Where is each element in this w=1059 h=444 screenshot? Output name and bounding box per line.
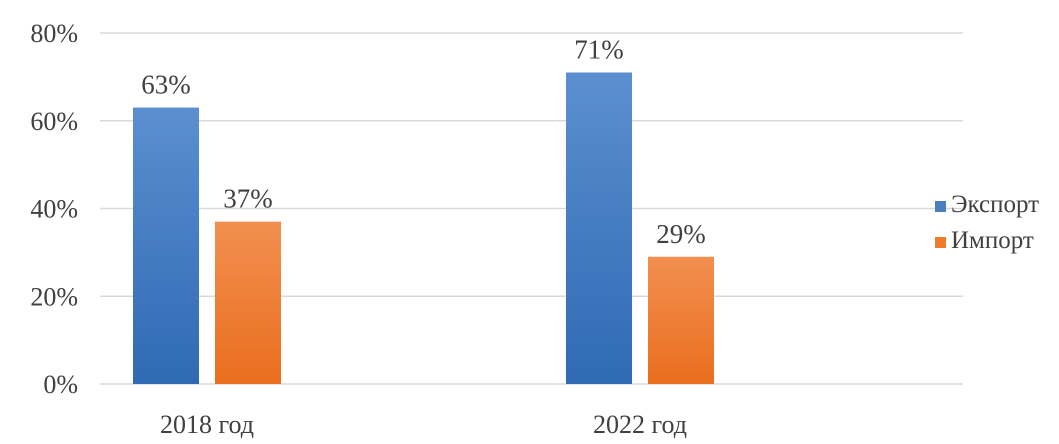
data-label: 37% [223, 184, 273, 214]
x-category-label: 2018 год [160, 410, 254, 439]
legend-label: Импорт [951, 227, 1034, 254]
y-tick-label: 20% [30, 282, 78, 311]
bar-import [648, 256, 714, 384]
legend-swatch [935, 201, 946, 212]
data-label: 29% [656, 219, 706, 249]
y-tick-label: 40% [30, 195, 78, 224]
bar-export [133, 107, 199, 385]
legend: Экспорт Импорт [935, 191, 1039, 254]
bar-export [566, 72, 632, 385]
legend-label: Экспорт [951, 191, 1039, 218]
x-category-label: 2022 год [593, 410, 687, 439]
bar-import [215, 221, 281, 384]
legend-swatch [935, 237, 946, 248]
x-axis-categories: 2018 год 2022 год [160, 410, 687, 439]
data-label: 71% [574, 34, 624, 64]
y-tick-label: 80% [30, 19, 78, 48]
data-label: 63% [141, 70, 191, 100]
y-axis-ticks: 0% 20% 40% 60% 80% [30, 19, 78, 399]
data-labels: 63% 37% 71% 29% [141, 34, 706, 248]
y-tick-label: 0% [43, 370, 78, 399]
bars [133, 72, 714, 385]
y-tick-label: 60% [30, 107, 78, 136]
